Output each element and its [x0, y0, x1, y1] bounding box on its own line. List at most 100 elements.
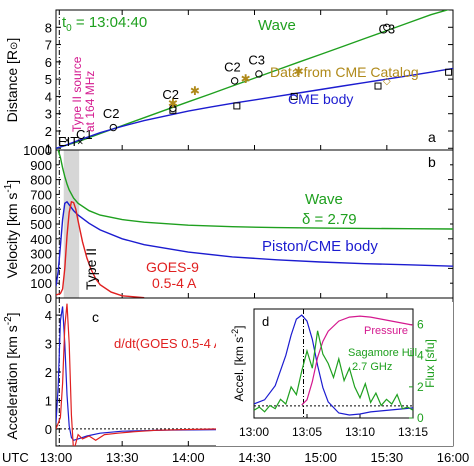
coronagraph-label: C3 — [379, 21, 396, 36]
c1-label: C1 — [76, 127, 93, 142]
series-line-pressure — [301, 315, 413, 406]
catalog-star-marker: ✱ — [294, 64, 304, 78]
y-tick-label: 6 — [45, 55, 52, 70]
series-line-cme-body — [56, 67, 453, 149]
series-line-wave — [57, 150, 453, 230]
pressure-label: Pressure — [364, 325, 408, 337]
x-tick-label: 16:00 — [437, 450, 470, 465]
dadt-label: d/dt(GOES 0.5-4 A) — [114, 336, 227, 351]
cme-body-label: CME body — [288, 91, 353, 107]
y-tick-label: 8 — [45, 20, 52, 35]
coronagraph-label: C2 — [103, 106, 120, 121]
type2-source-label-1: Type II source — [70, 56, 84, 132]
catalog-label: Data from CME Catalog — [270, 64, 419, 80]
wave-circle-marker — [255, 70, 263, 78]
series-group — [254, 314, 413, 416]
y-axis-label-left: Accel. [km s-2] — [230, 325, 246, 401]
catalog-diamond-marker: ◇ — [383, 76, 391, 87]
y-tick-label: 300 — [30, 247, 52, 262]
wave-label: Wave — [258, 17, 296, 34]
radio-label-2: 2.7 GHz — [352, 361, 392, 373]
cme-square-marker — [445, 68, 453, 76]
type2-source-label-2: at 164 MHz — [83, 71, 97, 132]
series-line-goes-9-0-5-4-a — [56, 200, 145, 298]
c1-cross-marker: × — [77, 136, 83, 148]
y-tick-label: 4 — [45, 308, 52, 323]
y-tick-label: 600 — [30, 202, 52, 217]
panel-a: 1 2 3 4 5 6 7 8 Distance [R⊙] C2 C2 C2 C3 C3 ✱ ✱ ✱ ✱ ◇ × × Wa… — [4, 9, 454, 156]
x-tick-label: 15:00 — [304, 450, 337, 465]
y-tick-label: 1 — [45, 393, 52, 408]
coronagraph-label: C2 — [224, 59, 241, 74]
coronagraph-label: C3 — [248, 52, 265, 67]
y-tick-label-right: 0 — [417, 411, 424, 425]
x-tick-label: 13:00 — [40, 450, 73, 465]
x-tick-label: 13:00 — [239, 425, 269, 439]
catalog-star-marker: ✱ — [190, 84, 200, 98]
goes-label-2: 0.5-4 A — [152, 275, 197, 291]
y-tick-label: 100 — [30, 276, 52, 291]
series-group — [56, 303, 453, 446]
panel-b-frame — [55, 149, 454, 299]
coronagraph-label: C2 — [162, 87, 179, 102]
y-tick-label: 1000 — [23, 143, 52, 158]
x-tick-label: 13:10 — [345, 425, 375, 439]
x-axis-utc-label: UTC — [2, 450, 29, 465]
t0-label: t0 = 13:04:40 — [62, 14, 147, 34]
type2-shaded-interval — [63, 150, 80, 298]
y-axis-label: Acceleration [km s-2] — [3, 312, 20, 439]
wave-circle-marker — [109, 123, 118, 132]
panel-label-c: c — [92, 309, 99, 325]
y-tick-label: 2 — [45, 365, 52, 380]
x-tick-label: 13:30 — [106, 450, 139, 465]
panel-label-b: b — [428, 154, 436, 170]
y-tick-label: 800 — [30, 173, 52, 188]
eit-label: EIT — [58, 134, 78, 149]
y-tick-label: 500 — [30, 217, 52, 232]
panel-label-d: d — [262, 314, 269, 329]
inset-frame — [253, 308, 414, 419]
y-tick-label: 200 — [30, 261, 52, 276]
y-tick-label: 5 — [45, 72, 52, 87]
cme-square-marker — [233, 102, 241, 110]
y-tick-label: 700 — [30, 187, 52, 202]
goes-label-1: GOES-9 — [146, 259, 199, 275]
y-tick-label: 0 — [45, 291, 52, 306]
catalog-star-marker: ✱ — [241, 72, 251, 86]
series-group — [56, 150, 453, 298]
radio-label-1: Sagamore Hill — [348, 347, 417, 359]
x-tick-label: 13:05 — [292, 425, 322, 439]
y-tick-label: 400 — [30, 232, 52, 247]
y-axis-label-right: Flux [sfu] — [423, 339, 437, 388]
cme-square-marker — [374, 82, 382, 90]
x-tick-label: 13:15 — [398, 425, 428, 439]
series-line-d-dt-goes-0-5-4-a- — [56, 303, 222, 446]
x-tick-label: 15:30 — [371, 450, 404, 465]
y-tick-label-right: 4 — [417, 349, 424, 363]
x-tick-label: 14:00 — [172, 450, 205, 465]
series-line-cme-acceleration — [254, 314, 413, 416]
y-tick-label-right: 2 — [417, 380, 424, 394]
wave-label: Wave — [305, 191, 343, 208]
y-axis-label: Distance [R⊙] — [4, 38, 20, 123]
y-tick-label: 0 — [45, 422, 52, 437]
y-axis-label: Velocity [km s-1] — [3, 180, 20, 278]
y-tick-label-right: 6 — [417, 318, 424, 332]
cme-square-marker — [169, 106, 177, 114]
piston-label: Piston/CME body — [262, 238, 378, 255]
x-tick-label: 14:30 — [238, 450, 271, 465]
cme-square-marker — [290, 92, 298, 100]
catalog-star-marker: ✱ — [168, 96, 178, 110]
series-line-piston-cme-body — [56, 200, 453, 287]
delta-label: δ = 2.79 — [302, 211, 357, 228]
y-tick-label: 3 — [45, 337, 52, 352]
panel-label-a: a — [428, 129, 436, 145]
wave-circle-marker — [383, 23, 391, 31]
y-tick-label: 3 — [45, 107, 52, 122]
panel-d-inset: 13:00 13:05 13:10 13:150 2 4 6 Accel. [km s-2] F… — [216, 302, 453, 446]
panel-c: 0 1 2 3 4 13:00 13:30 14:00 14:30 15:00 15:30 16:00… — [2, 297, 470, 465]
y-tick-label: 7 — [45, 38, 52, 53]
y-tick-label: 2 — [45, 124, 52, 139]
